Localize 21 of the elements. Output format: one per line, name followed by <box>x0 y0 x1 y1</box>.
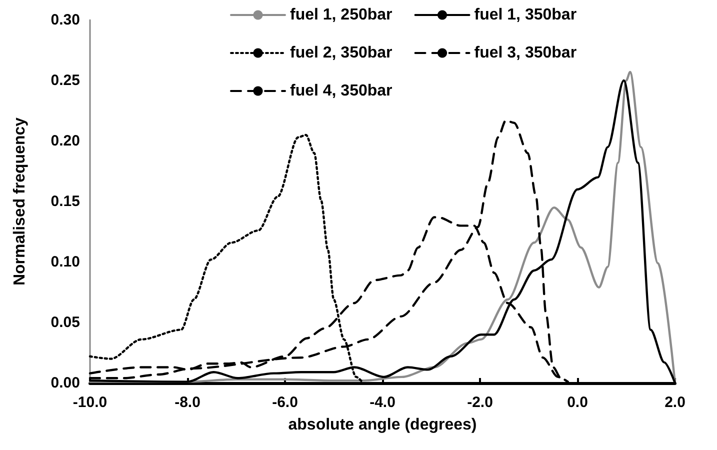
y-tick-label: 0.15 <box>50 193 80 210</box>
x-tick-label: -4.0 <box>370 394 396 411</box>
y-tick-label: 0.30 <box>50 12 80 28</box>
y-tick-label: 0.20 <box>50 132 80 150</box>
x-tick-label: -8.0 <box>174 394 200 411</box>
y-axis-title: Normalised frequency <box>12 117 28 286</box>
y-tick-label: 0.10 <box>50 254 80 270</box>
x-tick-label: -6.0 <box>272 394 298 411</box>
x-tick-label: 0.0 <box>567 394 588 411</box>
y-tick-label: 0.00 <box>50 374 80 392</box>
legend-label: fuel 3, 350bar <box>474 44 577 62</box>
x-axis-title: absolute angle (degrees) <box>288 416 477 434</box>
legend-label: fuel 2, 350bar <box>290 44 392 62</box>
legend-label: fuel 4, 350bar <box>290 82 392 100</box>
y-tick-label: 0.05 <box>50 314 80 331</box>
y-tick-label: 0.25 <box>50 72 80 89</box>
legend-label: fuel 1, 350bar <box>474 6 577 24</box>
x-tick-label: -10.0 <box>72 394 108 411</box>
legend-label: fuel 1, 250bar <box>290 6 392 24</box>
x-tick-label: -2.0 <box>467 394 493 411</box>
x-tick-label: 2.0 <box>664 394 686 411</box>
